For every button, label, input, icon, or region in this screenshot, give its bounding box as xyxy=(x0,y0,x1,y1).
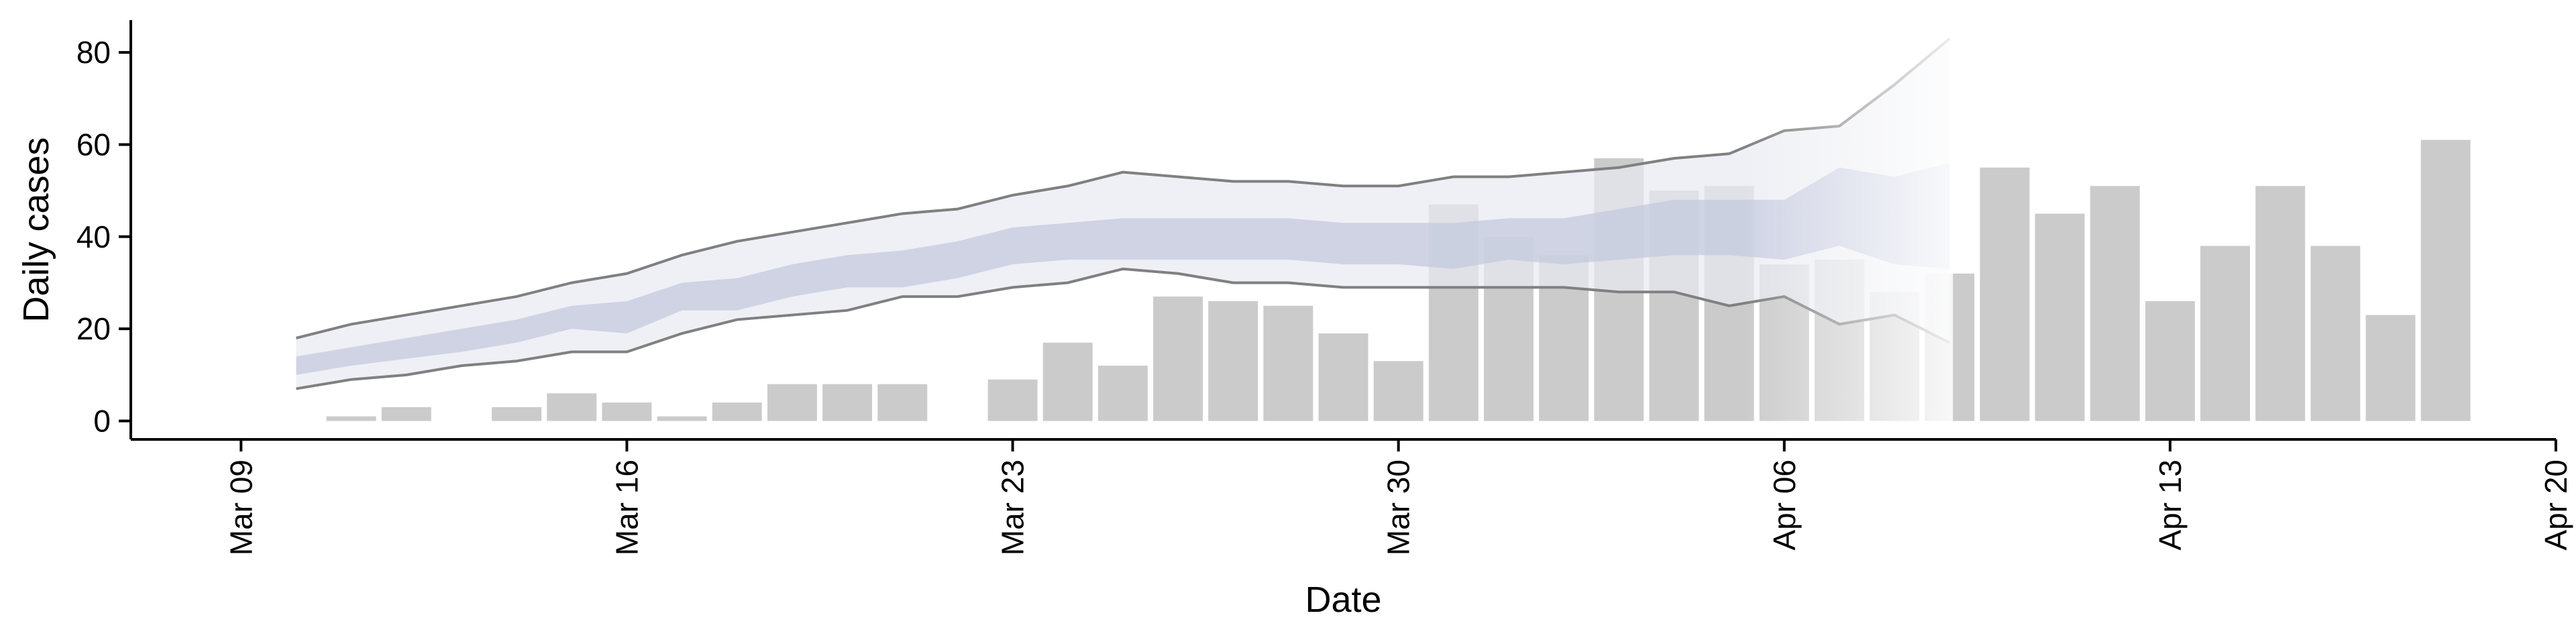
x-tick-label-1: Mar 16 xyxy=(609,460,644,555)
bar-2020-03-14 xyxy=(492,407,542,421)
y-tick-label-40: 40 xyxy=(76,219,111,254)
y-axis-title: Daily cases xyxy=(16,137,56,322)
bar-2020-03-25 xyxy=(1097,366,1148,421)
bar-2020-04-16 xyxy=(2310,246,2361,421)
bar-2020-03-30 xyxy=(1373,361,1424,421)
bar-2020-03-20 xyxy=(822,384,873,421)
bar-2020-04-12 xyxy=(2090,186,2140,421)
y-tick-label-20: 20 xyxy=(76,311,111,346)
projection-fade xyxy=(1670,13,1953,439)
x-tick-label-4: Apr 06 xyxy=(1767,460,1802,551)
bar-2020-03-15 xyxy=(547,393,597,421)
bar-2020-03-24 xyxy=(1042,342,1093,421)
x-tick-label-2: Mar 23 xyxy=(996,460,1030,555)
bar-2020-04-17 xyxy=(2365,315,2416,421)
x-axis-title: Date xyxy=(1305,580,1381,620)
bar-2020-04-15 xyxy=(2255,186,2306,421)
bar-2020-03-29 xyxy=(1318,333,1368,421)
x-tick-label-0: Mar 09 xyxy=(223,460,258,555)
bar-2020-03-17 xyxy=(657,416,707,421)
y-tick-label-60: 60 xyxy=(76,127,111,162)
x-tick-label-6: Apr 20 xyxy=(2538,460,2573,551)
bar-2020-04-18 xyxy=(2420,140,2471,421)
bar-2020-03-11 xyxy=(326,416,376,421)
x-tick-label-3: Mar 30 xyxy=(1381,460,1416,555)
bar-2020-03-18 xyxy=(712,402,762,421)
bar-2020-04-10 xyxy=(1980,167,2030,421)
bar-2020-03-21 xyxy=(877,384,928,421)
bar-2020-04-11 xyxy=(2035,213,2085,421)
y-tick-label-80: 80 xyxy=(76,35,111,70)
axes-layer: 0 20 40 60 80 Mar 09 Mar 16 Mar 23 Mar 30 Apr 06 A… xyxy=(76,20,2573,555)
bar-2020-03-27 xyxy=(1208,301,1258,421)
bar-2020-04-14 xyxy=(2200,246,2251,421)
y-tick-label-0: 0 xyxy=(93,404,111,439)
bar-2020-04-13 xyxy=(2145,301,2195,421)
bar-2020-03-19 xyxy=(767,384,817,421)
bar-2020-03-23 xyxy=(987,379,1038,421)
bar-2020-03-16 xyxy=(602,402,652,421)
x-tick-label-5: Apr 13 xyxy=(2153,460,2188,551)
bar-2020-03-28 xyxy=(1263,305,1313,421)
bar-2020-03-12 xyxy=(381,407,431,421)
bar-2020-03-26 xyxy=(1153,297,1203,421)
